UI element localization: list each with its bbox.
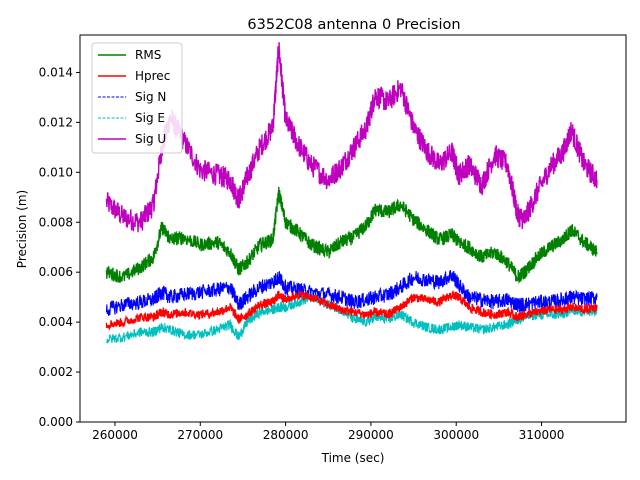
legend-label: Sig U: [135, 132, 166, 146]
y-axis-label: Precision (m): [15, 190, 29, 268]
axes-frame: [79, 34, 627, 423]
x-tick-label: 270000: [177, 428, 223, 442]
legend-label: RMS: [135, 48, 161, 62]
x-tick-label: 280000: [263, 428, 309, 442]
y-tick-label: 0.012: [39, 115, 73, 129]
series-line-hprec: [105, 288, 598, 331]
legend-label: Sig N: [135, 90, 166, 104]
x-tick-label: 260000: [92, 428, 138, 442]
x-axis: 260000 270000 280000 290000 300000 310000: [92, 422, 564, 442]
y-tick-label: 0.014: [39, 65, 73, 79]
legend-label: Hprec: [135, 69, 170, 83]
series-line-sig-u: [105, 42, 598, 233]
x-tick-label: 300000: [433, 428, 479, 442]
plot-area: [79, 34, 627, 423]
series-line-rms: [105, 186, 598, 285]
series-layer: [105, 42, 598, 344]
y-axis: 0.000 0.002 0.004 0.006 0.008 0.010 0.012 0.014: [39, 65, 80, 429]
legend: RMS Hprec Sig N Sig E Sig U: [91, 42, 183, 154]
x-tick-label: 310000: [519, 428, 565, 442]
y-tick-label: 0.000: [39, 415, 73, 429]
y-tick-label: 0.004: [39, 315, 73, 329]
y-tick-label: 0.010: [39, 165, 73, 179]
y-tick-label: 0.006: [39, 265, 73, 279]
legend-box: [91, 42, 183, 154]
x-tick-label: 290000: [348, 428, 394, 442]
y-tick-label: 0.008: [39, 215, 73, 229]
y-tick-label: 0.002: [39, 365, 73, 379]
legend-label: Sig E: [135, 111, 165, 125]
x-axis-label: Time (sec): [321, 451, 385, 465]
series-line-sig-n: [105, 270, 598, 316]
chart-title: 6352C08 antenna 0 Precision: [247, 17, 460, 33]
